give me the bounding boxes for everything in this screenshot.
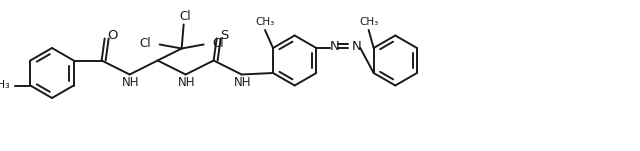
Text: CH₃: CH₃ <box>359 17 378 27</box>
Text: CH₃: CH₃ <box>255 17 275 27</box>
Text: N: N <box>351 40 361 53</box>
Text: NH: NH <box>122 76 140 89</box>
Text: Cl: Cl <box>212 37 224 50</box>
Text: Cl: Cl <box>139 37 150 50</box>
Text: N: N <box>330 40 339 53</box>
Text: NH: NH <box>234 76 252 89</box>
Text: Cl: Cl <box>180 10 191 23</box>
Text: CH₃: CH₃ <box>0 80 10 90</box>
Text: NH: NH <box>178 76 195 89</box>
Text: S: S <box>220 29 229 42</box>
Text: O: O <box>108 29 118 42</box>
